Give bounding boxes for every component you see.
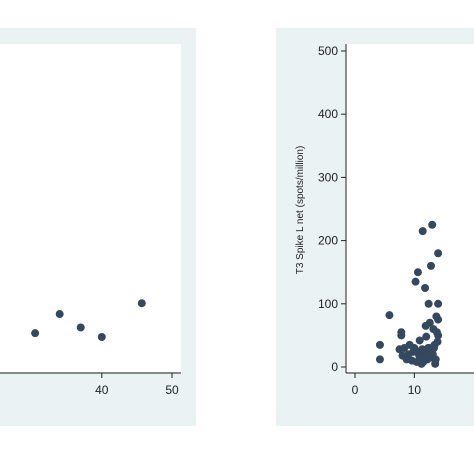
right-y-tick-label: 0 bbox=[331, 360, 338, 374]
right-x-tick-label: 0 bbox=[352, 383, 359, 397]
right-data-point bbox=[375, 340, 384, 349]
right-y-tick-label: 500 bbox=[318, 44, 338, 58]
right-data-point bbox=[424, 344, 433, 353]
right-data-point bbox=[434, 299, 443, 308]
right-x-tick-label: 10 bbox=[408, 383, 422, 397]
right-data-point bbox=[433, 337, 442, 346]
left-data-point bbox=[137, 299, 146, 308]
right-data-point bbox=[413, 268, 422, 277]
right-data-point bbox=[427, 261, 435, 270]
right-data-point bbox=[428, 220, 437, 229]
right-y-tick-label: 100 bbox=[318, 297, 338, 311]
right-data-point bbox=[421, 321, 430, 330]
left-data-point bbox=[55, 310, 64, 319]
right-y-tick-label: 200 bbox=[318, 234, 338, 248]
right-data-point bbox=[418, 227, 427, 236]
right-plot-area bbox=[346, 44, 474, 372]
right-data-point bbox=[424, 299, 433, 308]
right-data-point bbox=[419, 357, 428, 366]
right-data-point bbox=[428, 351, 437, 360]
right-data-point bbox=[434, 249, 443, 258]
right-data-point bbox=[385, 311, 394, 320]
left-scatter-chart: 40 50 bbox=[0, 299, 181, 397]
left-data-point bbox=[97, 333, 106, 342]
right-data-point bbox=[375, 355, 384, 364]
right-data-point bbox=[415, 336, 424, 345]
right-data-point bbox=[421, 284, 430, 292]
left-data-point bbox=[76, 323, 85, 332]
left-data-point bbox=[31, 329, 40, 338]
right-data-point bbox=[397, 331, 406, 340]
right-y-axis-title: T3 Spike L net (spots/million) bbox=[295, 146, 306, 275]
right-data-point bbox=[422, 332, 431, 341]
left-plot-area bbox=[0, 44, 181, 372]
right-data-point bbox=[434, 315, 443, 324]
left-x-tick-label: 40 bbox=[95, 383, 109, 397]
right-data-point bbox=[434, 331, 443, 340]
right-data-point bbox=[411, 277, 420, 286]
right-y-tick-label: 300 bbox=[318, 170, 338, 184]
right-data-point bbox=[410, 344, 419, 353]
left-x-tick-label: 50 bbox=[165, 383, 179, 397]
right-y-tick-label: 400 bbox=[318, 107, 338, 121]
